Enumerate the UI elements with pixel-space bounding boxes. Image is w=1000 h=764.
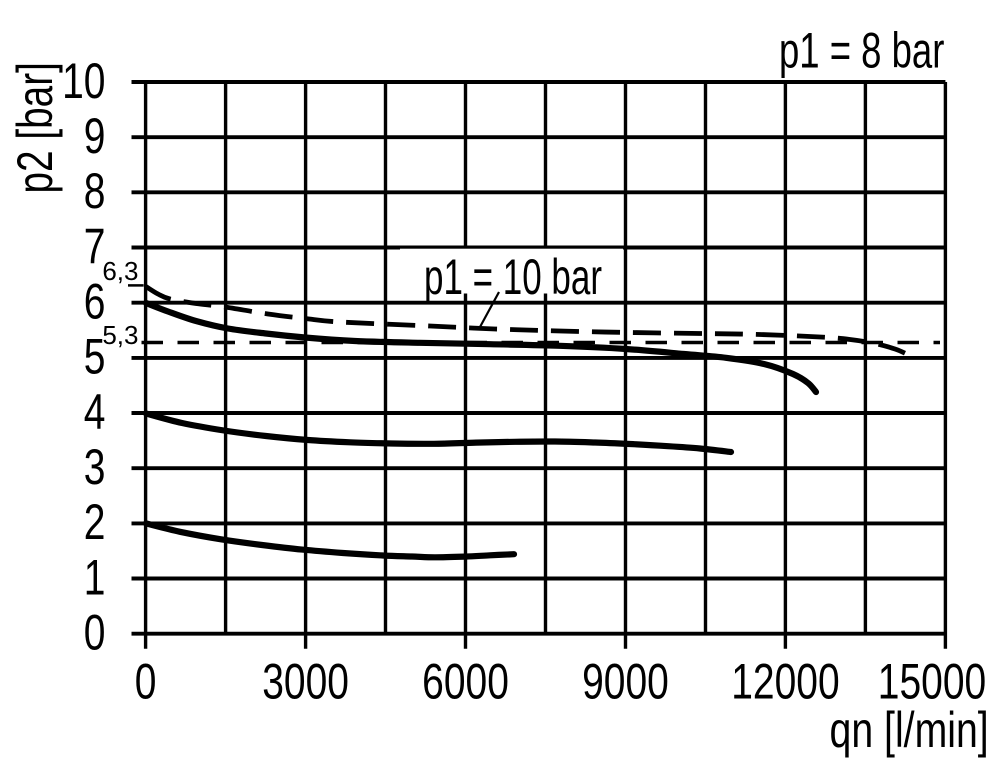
svg-text:7: 7: [84, 218, 106, 275]
svg-text:3: 3: [84, 438, 106, 495]
svg-text:qn [l/min]: qn [l/min]: [830, 701, 989, 758]
svg-text:6000: 6000: [422, 653, 509, 710]
svg-text:p2 [bar]: p2 [bar]: [8, 62, 63, 193]
svg-text:6,3: 6,3: [102, 256, 138, 286]
svg-text:6: 6: [84, 273, 106, 330]
svg-text:p1 = 8 bar: p1 = 8 bar: [779, 23, 944, 79]
svg-text:3000: 3000: [262, 653, 349, 710]
svg-text:1: 1: [84, 549, 106, 606]
svg-text:10: 10: [62, 52, 105, 109]
svg-text:8: 8: [84, 162, 106, 219]
svg-text:0: 0: [84, 604, 106, 661]
svg-text:5: 5: [84, 328, 106, 385]
svg-text:9000: 9000: [582, 653, 669, 710]
svg-text:9: 9: [84, 107, 106, 164]
svg-text:p1 = 10 bar: p1 = 10 bar: [424, 250, 602, 306]
svg-text:4: 4: [84, 383, 106, 440]
svg-text:15000: 15000: [878, 653, 986, 710]
svg-text:12000: 12000: [731, 653, 839, 710]
svg-text:0: 0: [135, 653, 157, 710]
svg-text:5,3: 5,3: [102, 320, 138, 350]
svg-text:2: 2: [84, 493, 106, 550]
